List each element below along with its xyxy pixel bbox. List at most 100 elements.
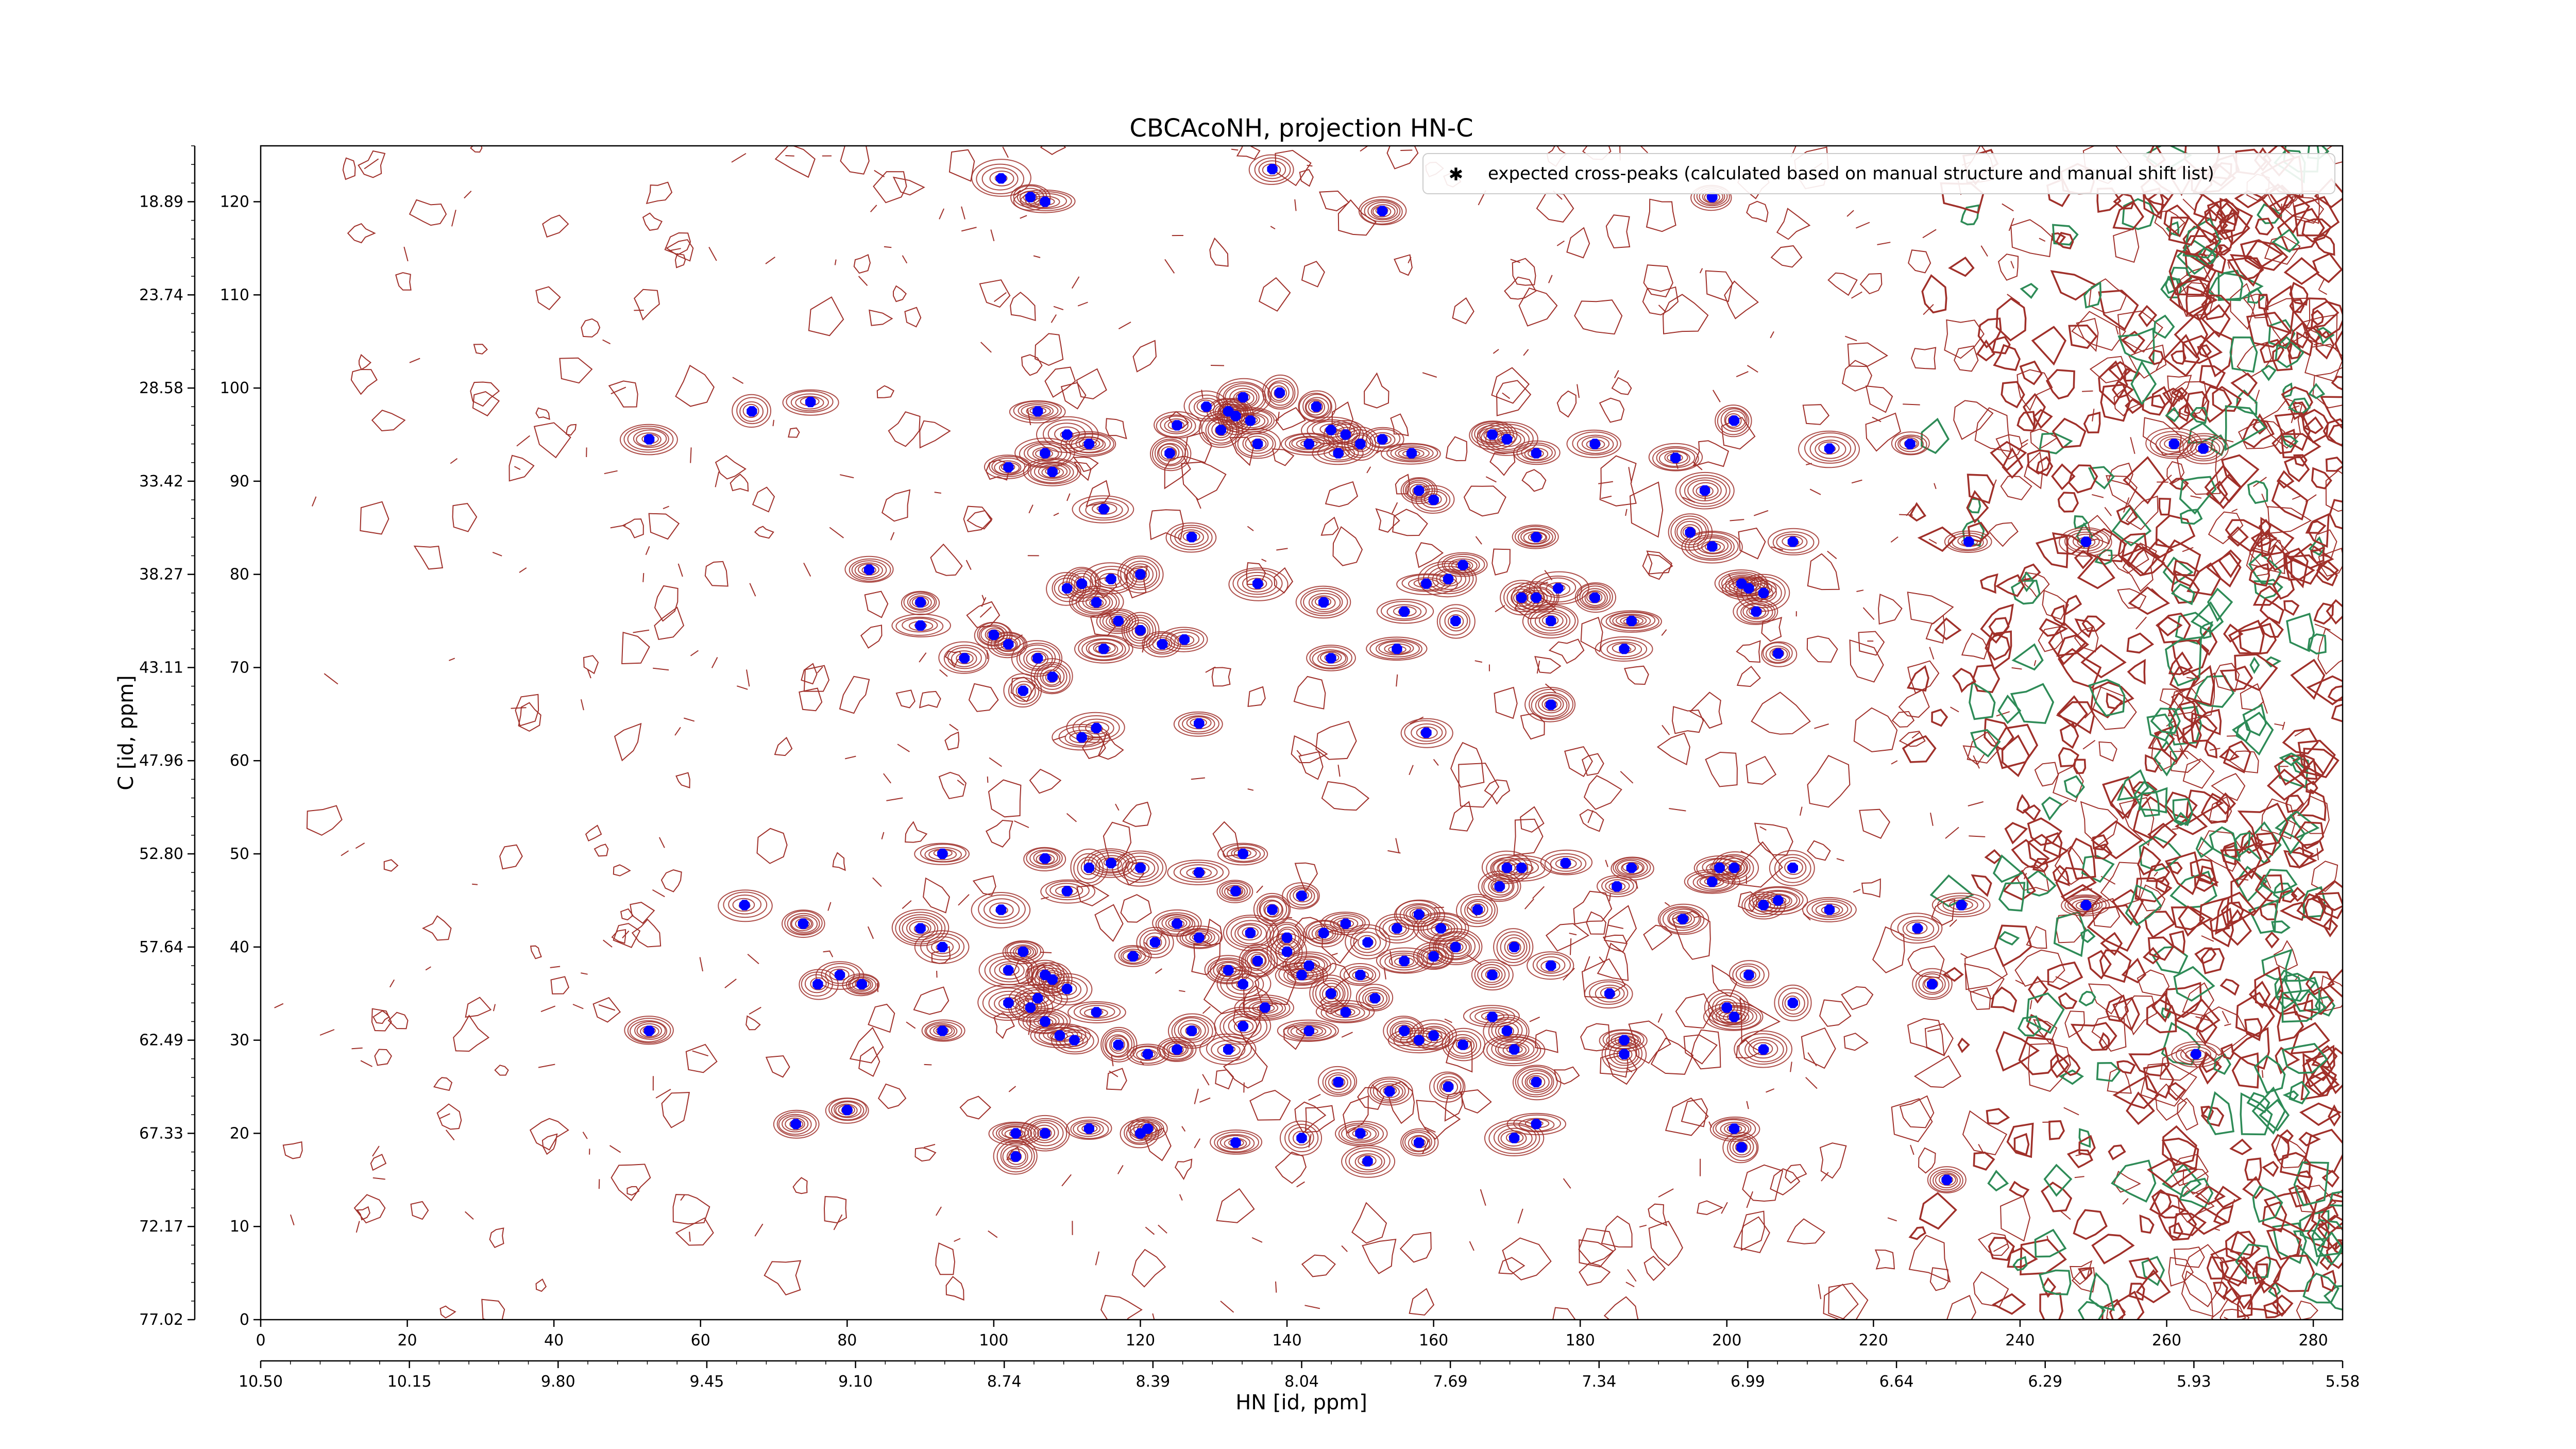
peak-contour [736, 397, 768, 425]
peak-contour [2171, 1041, 2223, 1068]
cross-peak-marker [1377, 434, 1388, 445]
peak-contour [1577, 583, 1613, 611]
peak-contour [971, 892, 1031, 929]
peak-contour [782, 1115, 809, 1133]
peak-contour [909, 921, 931, 936]
peak-contour [636, 432, 662, 447]
peak-contour [1302, 394, 1332, 418]
peak-contour [1046, 572, 1087, 606]
peak-contour [834, 1101, 862, 1118]
cross-peak-marker [1531, 1119, 1541, 1130]
cross-peak-marker [1215, 425, 1227, 435]
peak-contour [1015, 683, 1032, 698]
peak-contour [971, 159, 1031, 197]
peak-contour [1173, 711, 1223, 737]
cross-peak-marker [1707, 877, 1718, 887]
peak-contour [1091, 852, 1130, 874]
peak-contour [1761, 641, 1798, 667]
cross-peak-marker [1245, 928, 1256, 938]
peak-contour [1500, 580, 1545, 616]
peak-contour [1081, 638, 1126, 661]
peak-contour [1220, 970, 1264, 999]
peak-contour [1279, 1120, 1323, 1156]
cross-peak-marker [1619, 1035, 1630, 1046]
peak-contour [1069, 586, 1124, 618]
peak-contour [1749, 886, 1808, 915]
peak-contour [1062, 567, 1101, 602]
cross-peak-marker [1069, 1035, 1080, 1046]
x-ppm-tick-label: 5.93 [2177, 1373, 2211, 1391]
peak-contour [1370, 1078, 1410, 1104]
peak-contour [1782, 992, 1805, 1015]
cross-peak-marker [1194, 718, 1205, 729]
cross-peak-marker [1501, 1025, 1513, 1036]
peak-contour [845, 974, 879, 995]
cross-peak-marker [1685, 527, 1696, 538]
peak-contour [784, 911, 823, 936]
cross-peak-marker [1252, 955, 1263, 967]
peak-contour [1231, 976, 1254, 991]
peak-contour [1741, 891, 1786, 920]
peak-contour [1242, 949, 1272, 974]
peak-contour [1259, 896, 1287, 922]
peak-contour [1040, 879, 1096, 904]
peak-contour [947, 647, 982, 669]
peak-contour [1325, 1072, 1352, 1093]
cross-peak-marker [1040, 853, 1050, 864]
x-axis-index: 0 20 40 60 80 100 120 140 160 180 200 220 240 260 280 [256, 1320, 2328, 1350]
peak-contour [1495, 1022, 1519, 1040]
cross-peak-marker [2198, 443, 2209, 454]
peak-contour [1488, 1122, 1540, 1154]
peak-contour [1748, 1039, 1778, 1059]
cross-peak-marker [1318, 597, 1329, 608]
peak-contour [998, 1125, 1032, 1141]
peak-contour [1432, 568, 1467, 590]
cross-peak-marker [1003, 639, 1014, 650]
peak-contour [1417, 913, 1466, 942]
peak-contour [1277, 1019, 1339, 1042]
cross-peak-marker [1040, 196, 1050, 207]
peak-contour [989, 902, 1014, 918]
peak-contour [1802, 897, 1857, 922]
cross-peak-markers [644, 164, 2209, 1185]
peak-contour [1078, 718, 1114, 738]
peak-contour [1550, 856, 1582, 872]
peak-contour [1524, 1073, 1550, 1091]
cross-peak-marker [1487, 969, 1498, 981]
peak-contour [1179, 928, 1220, 949]
cross-peak-marker [1758, 900, 1769, 911]
peak-contour [1122, 855, 1159, 881]
peak-contour [1935, 1172, 1958, 1188]
peak-contour [1174, 1017, 1209, 1043]
peak-contour [1648, 443, 1703, 471]
peak-contour [1090, 566, 1134, 592]
peak-contour [1469, 420, 1518, 450]
peak-contour [1035, 964, 1070, 994]
peak-contour [1767, 528, 1820, 555]
peak-contour [1308, 400, 1323, 413]
peak-contour [1170, 525, 1213, 550]
peak-contour [984, 454, 1031, 479]
y-ppm-tick-label: 18.89 [139, 193, 183, 211]
peak-contour [1448, 1034, 1477, 1057]
peak-contour [1335, 427, 1358, 443]
peak-contour [1267, 380, 1294, 406]
peak-contour [1488, 877, 1514, 896]
peak-contour [1365, 991, 1384, 1006]
peak-contour [1444, 610, 1468, 632]
peak-contour [1664, 451, 1688, 464]
peak-contour [1732, 963, 1765, 987]
peak-contour [1481, 967, 1503, 983]
peak-contour [1652, 446, 1699, 471]
cross-peak-marker [1098, 503, 1109, 515]
peak-contour [1521, 444, 1553, 461]
peak-contour [1532, 953, 1571, 976]
peak-contour [994, 994, 1025, 1013]
cross-peak-marker [1252, 578, 1263, 589]
peak-contour [1443, 938, 1470, 957]
peak-contour [1051, 980, 1081, 1000]
peak-contour [742, 403, 759, 418]
peak-contour [1176, 925, 1223, 949]
peak-contour [914, 930, 970, 964]
peak-contour [1178, 1020, 1206, 1041]
